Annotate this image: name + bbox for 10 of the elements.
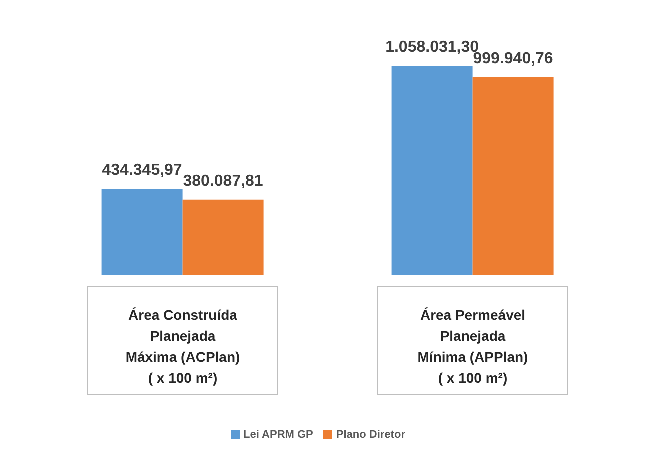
x-tick-label: Área Construída Planejada Máxima (ACPlan) ( x 100 m²) — [126, 307, 240, 386]
x-tick-label: Área Permeável Planejada Mínima (APPlan) ( x 100 m²) — [418, 307, 528, 386]
bar — [392, 66, 473, 275]
bar — [102, 189, 183, 275]
data-label: 380.087,81 — [183, 172, 264, 190]
bar — [182, 200, 264, 275]
bar — [472, 78, 554, 275]
legend-label: Plano Diretor — [336, 429, 406, 441]
legend-label: Lei APRM GP — [244, 429, 314, 441]
data-label: 434.345,97 — [102, 162, 182, 180]
